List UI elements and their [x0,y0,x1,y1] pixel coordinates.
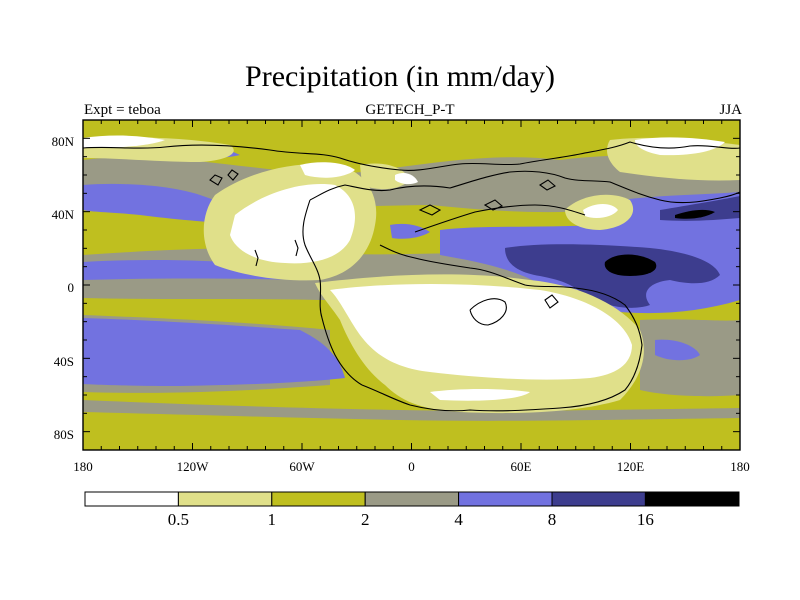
field-white-north-pacific [83,135,165,148]
colorbar-label: 0.5 [168,510,189,529]
coast-island-b [227,169,239,181]
colorbar-box-3 [364,491,460,507]
colorbar-box-5 [551,491,646,507]
coast-inner-islands [469,298,507,326]
y-tick-label: 40S [54,354,74,369]
x-tick-label: 0 [408,459,415,474]
field-blue-south-pacific [83,318,345,386]
field-blue-south-east [655,339,700,361]
dataset-label: GETECH_P-T [365,102,455,118]
field-white-north-america [230,184,355,264]
colorbar-label: 4 [454,510,463,529]
x-tick-label: 120E [617,459,645,474]
coast-island-e [483,199,504,211]
season-label: JJA [719,102,742,118]
colorbar-label: 1 [268,510,277,529]
field-navy-monsoon [505,244,720,308]
x-tick-label: 60W [289,459,315,474]
map-field [83,120,740,450]
coast-gondwana [361,244,643,412]
coast-tethys-north [414,204,586,233]
coastlines [83,141,740,412]
field-white-north-east [635,137,725,156]
x-tick-label: 60E [511,459,532,474]
field-black-core [604,254,657,276]
x-tick-label: 180 [730,459,750,474]
field-white-south-america [330,284,632,380]
field-black-north-east [675,209,715,219]
colorbar-label: 2 [361,510,370,529]
colorbar: 0.5 1 2 4 8 16 [84,491,740,529]
field-white-north-ridge [395,172,418,185]
x-tick-label: 120W [177,459,210,474]
colorbar-label: 8 [548,510,557,529]
coast-island-g [544,294,559,309]
x-axis: 180 120W 60W 0 60E 120E 180 [73,459,750,474]
coast-island-a [209,174,223,186]
y-tick-label: 80S [54,427,74,442]
experiment-label: Expt = teboa [84,102,161,118]
y-tick-label: 0 [68,280,75,295]
coast-west-america [302,199,363,386]
field-white-south-tip [430,389,530,401]
y-axis: 80N 40N 0 40S 80S [52,134,75,442]
colorbar-box-4 [458,491,553,507]
y-tick-label: 80N [52,134,75,149]
chart-title: Precipitation (in mm/day) [245,60,555,93]
field-white-east-asia [583,204,618,218]
coast-island-d [418,204,442,216]
field-grey-far-south [83,400,740,421]
y-tick-label: 40N [52,207,75,222]
field-blue-atlantic [390,223,430,239]
coast-island-c [294,239,299,257]
colorbar-box-2 [271,491,366,507]
coast-island-f [539,179,556,191]
colorbar-box-6 [644,491,740,507]
field-white-north-center [300,162,355,178]
axis-ticks [82,120,741,450]
colorbar-box-0 [84,491,179,507]
colorbar-box-1 [177,491,273,507]
colorbar-label: 16 [637,510,654,529]
coast-laurasia [309,170,740,204]
coast-north-rim [83,141,740,171]
coast-island-h [254,249,259,267]
x-tick-label: 180 [73,459,93,474]
